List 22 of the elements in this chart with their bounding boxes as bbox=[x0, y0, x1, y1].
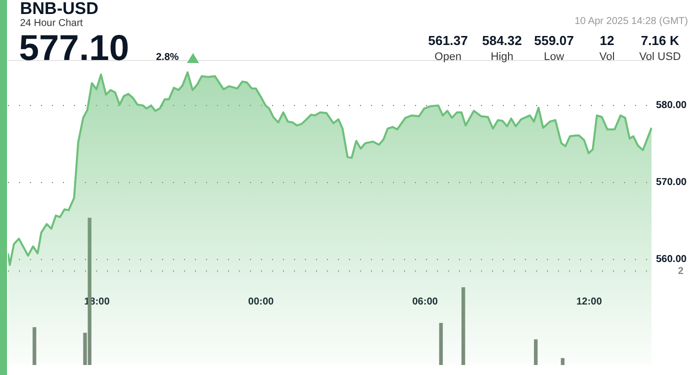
chart-subtitle: 24 Hour Chart bbox=[20, 18, 83, 29]
text: 559.07 bbox=[533, 33, 575, 48]
x-tick-label: 12:00 bbox=[576, 296, 602, 308]
annotation: Vol bbox=[598, 51, 616, 63]
text: 561.37 bbox=[427, 33, 469, 48]
text: 7.16 K bbox=[640, 33, 680, 48]
y-tick-label: 570.00 bbox=[656, 177, 688, 188]
y2-tick-label: 2 bbox=[678, 266, 684, 277]
annotation: 577.10 bbox=[19, 27, 130, 69]
x-tick-label: 06:00 bbox=[412, 296, 438, 308]
annotation: 2.8% bbox=[156, 52, 179, 63]
annotation: Low bbox=[542, 51, 566, 63]
text: 584.32 bbox=[481, 33, 523, 48]
annotation: Open bbox=[434, 51, 462, 63]
annotation: High bbox=[490, 51, 514, 63]
y-tick-label: 580.00 bbox=[656, 100, 688, 112]
text: 10 Apr 2025 14:28 (GMT) bbox=[574, 16, 688, 27]
x-tick-label: 00:00 bbox=[248, 296, 274, 308]
text: 12 bbox=[598, 33, 616, 48]
chart-title: BNB-USD bbox=[20, 0, 98, 18]
annotation: Vol USD bbox=[638, 51, 682, 63]
y-tick-label: 560.00 bbox=[656, 254, 688, 266]
